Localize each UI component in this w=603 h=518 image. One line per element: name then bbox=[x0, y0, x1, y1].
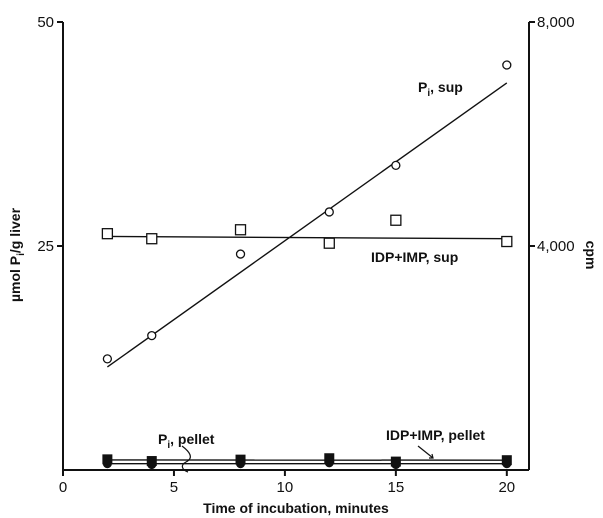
point-square-open bbox=[323, 237, 335, 249]
y-axis-left-title: µmol Pi/g liver bbox=[7, 207, 27, 302]
y-right-tick-label: 8,000 bbox=[537, 14, 575, 31]
point-square-filled bbox=[146, 456, 157, 467]
axes: 0 5 10 15 20 25 50 4,000 8,000 Time of incubation… bbox=[7, 14, 599, 516]
point-square-open bbox=[390, 214, 402, 226]
point-square-filled bbox=[324, 453, 335, 464]
y-axis-right-title: cpm bbox=[583, 241, 599, 270]
point-square-open bbox=[501, 235, 513, 248]
point-square-open bbox=[234, 224, 247, 236]
x-tick-label: 0 bbox=[59, 479, 67, 496]
point-circle-open bbox=[502, 60, 512, 70]
series-labels: Pi, sup IDP+IMP, sup Pi, pellet IDP+IMP, pe… bbox=[158, 79, 485, 473]
point-square-filled bbox=[501, 455, 512, 466]
point-square-filled bbox=[102, 454, 113, 465]
label-idp-imp-pellet: IDP+IMP, pellet bbox=[386, 427, 485, 443]
point-circle-open bbox=[102, 354, 113, 364]
point-square-filled bbox=[390, 456, 401, 467]
point-circle-open bbox=[324, 207, 334, 217]
y-left-tick-label: 50 bbox=[37, 14, 54, 31]
leader-arrowhead bbox=[429, 453, 434, 459]
x-axis-title: Time of incubation, minutes bbox=[203, 500, 389, 516]
leader-idp-imp-pellet bbox=[417, 445, 434, 459]
leader-pi-pellet bbox=[181, 445, 191, 473]
point-circle-open bbox=[147, 330, 157, 341]
label-pi-sup: Pi, sup bbox=[418, 79, 463, 99]
point-circle-open bbox=[235, 249, 246, 259]
label-pi-pellet: Pi, pellet bbox=[158, 431, 215, 451]
point-square-filled bbox=[235, 454, 246, 465]
y-left-tick-label: 25 bbox=[37, 238, 54, 255]
point-square-open bbox=[146, 233, 158, 245]
point-square-open bbox=[101, 228, 114, 240]
fit-lines bbox=[106, 82, 508, 465]
fit-line-0 bbox=[106, 82, 508, 368]
x-tick-label: 5 bbox=[170, 479, 178, 496]
x-tick-label: 10 bbox=[277, 479, 294, 496]
point-circle-open bbox=[391, 160, 401, 171]
fit-line-1 bbox=[107, 235, 507, 240]
data-points bbox=[101, 60, 513, 470]
x-tick-label: 15 bbox=[388, 479, 405, 496]
label-idp-imp-sup: IDP+IMP, sup bbox=[371, 249, 458, 265]
x-tick-label: 20 bbox=[498, 479, 515, 496]
y-right-tick-label: 4,000 bbox=[537, 238, 575, 255]
